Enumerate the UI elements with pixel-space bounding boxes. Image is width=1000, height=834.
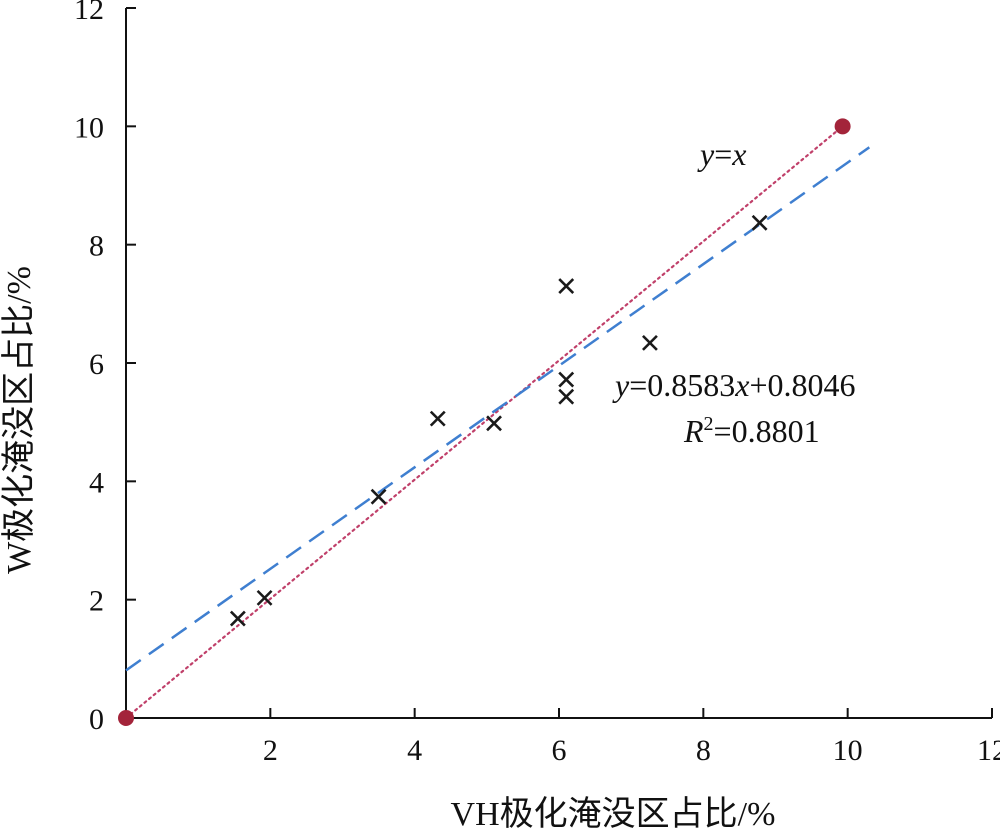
- reference-lines: [118, 118, 871, 726]
- y-tick-label: 4: [89, 466, 104, 499]
- fit-line: [125, 146, 871, 672]
- fit-equation: y=0.8583x+0.8046: [612, 367, 856, 403]
- y-tick-label: 0: [89, 703, 104, 736]
- x-ticks: 2 4 6 8 10 12: [263, 708, 1000, 767]
- y-axis-title: W极化淹没区占比/%: [0, 266, 38, 574]
- y-tick-label: 8: [89, 230, 104, 263]
- r-squared: R2=0.8801: [683, 413, 820, 449]
- data-point: [558, 388, 575, 405]
- x-tick-label: 6: [552, 734, 567, 767]
- data-point: [486, 415, 502, 432]
- y-tick-label: 6: [89, 348, 104, 381]
- identity-endpoint: [834, 118, 851, 135]
- data-point: [229, 610, 246, 627]
- x-tick-label: 2: [263, 734, 278, 767]
- x-axis-title: VH极化淹没区占比/%: [451, 795, 776, 833]
- data-point: [558, 278, 575, 295]
- data-point: [751, 214, 768, 231]
- y-tick-label: 12: [74, 0, 104, 26]
- identity-endpoint: [118, 710, 134, 726]
- y-ticks: 0 2 4 6 8 10 12: [74, 0, 136, 736]
- identity-line-label: y=x: [697, 136, 746, 172]
- data-point: [558, 371, 575, 388]
- y-tick-label: 10: [74, 111, 104, 144]
- data-point: [642, 334, 658, 351]
- data-point: [256, 589, 273, 606]
- identity-line: [124, 125, 844, 720]
- data-point: [370, 488, 387, 505]
- x-tick-label: 10: [833, 734, 863, 767]
- x-tick-label: 12: [977, 734, 1000, 767]
- x-tick-label: 8: [696, 734, 711, 767]
- x-tick-label: 4: [407, 734, 422, 767]
- data-points: [229, 214, 768, 627]
- data-point: [429, 410, 446, 427]
- y-tick-label: 2: [89, 585, 104, 618]
